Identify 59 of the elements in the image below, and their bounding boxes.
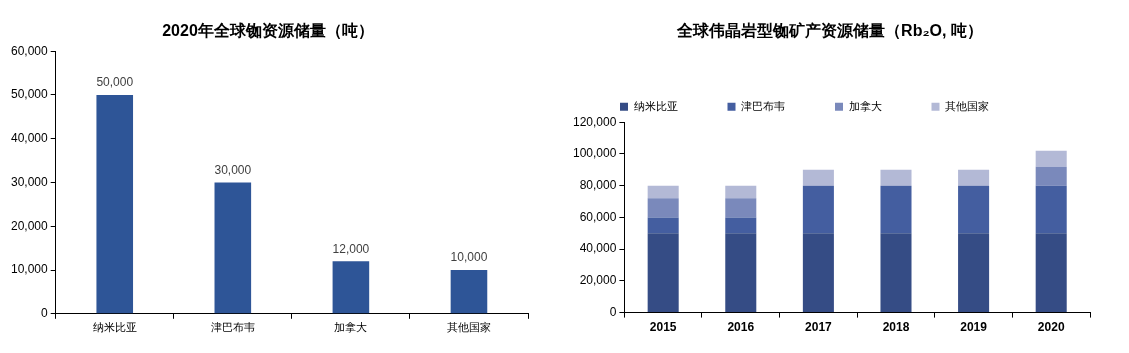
bar bbox=[725, 185, 757, 199]
chart-title: 2020年全球铷资源储量（吨） bbox=[162, 22, 374, 41]
bar bbox=[1035, 233, 1067, 313]
x-tick-label: 2018 bbox=[882, 320, 910, 335]
bar bbox=[647, 198, 679, 218]
bar bbox=[647, 233, 679, 313]
bar bbox=[1035, 150, 1067, 167]
y-tick-label: 80,000 bbox=[579, 177, 617, 192]
bar bbox=[450, 270, 488, 314]
bar bbox=[880, 185, 912, 234]
bar bbox=[1035, 185, 1067, 234]
y-tick-label: 0 bbox=[41, 306, 49, 321]
bar bbox=[958, 185, 990, 234]
y-tick-label: 20,000 bbox=[579, 273, 617, 288]
y-tick-label: 60,000 bbox=[11, 43, 49, 58]
data-label: 50,000 bbox=[96, 75, 134, 90]
bar bbox=[332, 261, 370, 314]
x-tick-label: 2017 bbox=[805, 320, 833, 335]
bar bbox=[96, 94, 134, 314]
y-tick-label: 40,000 bbox=[11, 131, 49, 146]
y-tick-label: 0 bbox=[609, 304, 617, 319]
y-tick-label: 30,000 bbox=[11, 174, 49, 189]
y-tick-label: 40,000 bbox=[579, 241, 617, 256]
y-tick-label: 60,000 bbox=[579, 209, 617, 224]
bar bbox=[647, 185, 679, 199]
chart-title: 全球伟晶岩型铷矿产资源储量（Rb₂O, 吨） bbox=[676, 22, 983, 41]
y-tick-label: 10,000 bbox=[11, 262, 49, 277]
x-tick-label: 2019 bbox=[960, 320, 988, 335]
bar bbox=[958, 169, 990, 186]
bar bbox=[802, 185, 834, 234]
legend-label: 纳米比亚 bbox=[633, 99, 678, 112]
x-tick-label: 加拿大 bbox=[334, 321, 368, 334]
bar bbox=[725, 233, 757, 313]
x-tick-label: 津巴布韦 bbox=[210, 321, 255, 334]
data-label: 10,000 bbox=[450, 250, 488, 265]
bar bbox=[214, 182, 252, 314]
y-tick-label: 100,000 bbox=[572, 146, 617, 161]
bar bbox=[725, 198, 757, 218]
data-label: 12,000 bbox=[332, 241, 370, 256]
x-tick-label: 其他国家 bbox=[446, 321, 491, 334]
bar bbox=[880, 233, 912, 313]
y-tick-label: 20,000 bbox=[11, 218, 49, 233]
x-tick-label: 纳米比亚 bbox=[92, 321, 137, 334]
bar bbox=[958, 233, 990, 313]
bar bbox=[880, 169, 912, 186]
y-tick-label: 50,000 bbox=[11, 87, 49, 102]
bar bbox=[802, 169, 834, 186]
y-tick-label: 120,000 bbox=[572, 114, 617, 129]
data-label: 30,000 bbox=[214, 162, 252, 177]
bar bbox=[802, 233, 834, 313]
x-tick-label: 2015 bbox=[649, 320, 677, 335]
legend-label: 加拿大 bbox=[848, 99, 882, 112]
bar bbox=[725, 217, 757, 234]
legend-label: 其他国家 bbox=[945, 99, 989, 112]
x-tick-label: 2016 bbox=[727, 320, 755, 335]
bar bbox=[647, 217, 679, 234]
bar bbox=[1035, 166, 1067, 186]
legend-label: 津巴布韦 bbox=[741, 99, 785, 112]
x-tick-label: 2020 bbox=[1037, 320, 1065, 335]
